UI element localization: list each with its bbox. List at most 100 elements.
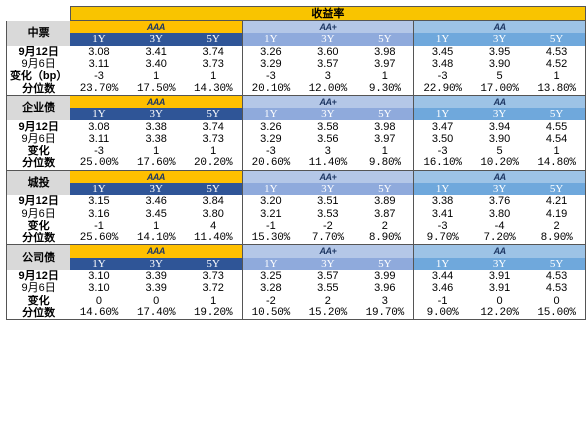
value-cell: 3.84 xyxy=(184,195,243,208)
tenor-header-1y: 1Y xyxy=(70,33,128,46)
tenor-header-5y: 5Y xyxy=(184,257,243,270)
value-cell: 3.91 xyxy=(470,282,529,295)
value-cell: 3.48 xyxy=(413,57,471,71)
value-cell: 3.38 xyxy=(127,132,185,145)
tenor-header-1y: 1Y xyxy=(241,33,300,46)
value-cell: 15.30% xyxy=(241,232,300,246)
tenor-header-1y: 1Y xyxy=(241,257,300,270)
value-cell: 0 xyxy=(528,294,586,307)
value-cell: 0 xyxy=(70,294,128,307)
grade-header-aa: AA xyxy=(413,244,586,258)
value-cell: 3.46 xyxy=(413,282,471,295)
value-cell: 3.38 xyxy=(127,120,185,133)
grade-header-aa-plus: AA+ xyxy=(241,170,414,183)
tenor-header-5y: 5Y xyxy=(528,108,586,121)
value-cell: 4.54 xyxy=(528,132,586,145)
value-cell: 13.80% xyxy=(528,82,586,96)
value-cell: 1 xyxy=(127,70,185,83)
grade-header-aaa: AAA xyxy=(70,170,243,183)
value-cell: 23.70% xyxy=(70,82,128,96)
value-cell: 3.08 xyxy=(70,45,128,58)
section-tenor-row: 1Y 3Y 5Y 1Y 3Y 5Y 1Y 3Y 5Y xyxy=(7,108,586,121)
grade-header-aa-plus: AA+ xyxy=(241,95,414,109)
value-cell: 5 xyxy=(470,70,529,83)
row-label: 变化 xyxy=(6,294,71,307)
value-cell: 25.00% xyxy=(70,157,128,171)
value-cell: 1 xyxy=(184,294,243,307)
value-cell: 8.90% xyxy=(528,232,586,246)
value-cell: 1 xyxy=(528,70,586,83)
value-cell: 20.60% xyxy=(241,157,300,171)
table-row: 9月12日 3.10 3.39 3.73 3.25 3.57 3.99 3.44 3.91 4.5… xyxy=(6,269,586,283)
value-cell: 3.50 xyxy=(413,132,471,145)
table-row: 9月6日 3.16 3.45 3.80 3.21 3.53 3.87 3.41 3.80 4.19 xyxy=(6,207,586,220)
value-cell: 3.28 xyxy=(241,282,300,295)
table-row: 9月12日 3.08 3.38 3.74 3.26 3.58 3.98 3.47 3.94 4.5… xyxy=(6,120,586,133)
value-cell: 3.40 xyxy=(127,57,185,71)
tenor-header-5y: 5Y xyxy=(528,33,586,46)
value-cell: -1 xyxy=(241,219,300,233)
value-cell: -3 xyxy=(70,144,128,158)
value-cell: 1 xyxy=(127,219,185,233)
table-row: 分位数 14.60% 17.40% 19.20% 10.50% 15.20% 19.70% 9… xyxy=(6,306,586,321)
value-cell: 17.50% xyxy=(127,82,185,96)
value-cell: 7.20% xyxy=(470,232,529,246)
grade-header-aaa: AAA xyxy=(70,20,243,34)
value-cell: 3.87 xyxy=(356,207,414,220)
value-cell: 1 xyxy=(528,144,586,158)
value-cell: 3.73 xyxy=(184,132,243,145)
tenor-header-5y: 5Y xyxy=(356,33,414,46)
table-row: 变化（bp） -3 1 1 -3 3 1 -3 5 1 xyxy=(6,70,586,83)
value-cell: 3.21 xyxy=(241,207,300,220)
value-cell: 22.90% xyxy=(413,82,471,96)
tenor-header-5y: 5Y xyxy=(356,108,414,121)
grade-header-aa: AA xyxy=(413,170,586,183)
table-row: 9月6日 3.11 3.40 3.73 3.29 3.57 3.97 3.48 3.90 4.52 xyxy=(6,57,586,71)
row-label: 9月12日 xyxy=(6,269,71,283)
value-cell: -3 xyxy=(241,144,300,158)
tenor-header-3y: 3Y xyxy=(470,182,529,196)
value-cell: 9.80% xyxy=(356,157,414,171)
row-label: 变化（bp） xyxy=(6,70,71,83)
grade-header-aa: AA xyxy=(413,20,586,34)
tenor-header-5y: 5Y xyxy=(528,182,586,196)
value-cell: 4.53 xyxy=(528,45,586,58)
value-cell: 14.60% xyxy=(70,306,128,321)
value-cell: 3.80 xyxy=(184,207,243,220)
section-grade-row: 公司债 AAA AA+ AA xyxy=(6,244,586,270)
value-cell: 3.89 xyxy=(356,195,414,208)
value-cell: 3.96 xyxy=(356,282,414,295)
value-cell: 11.40% xyxy=(299,157,357,171)
value-cell: 7.70% xyxy=(299,232,357,246)
row-label: 变化 xyxy=(6,144,71,158)
value-cell: 0 xyxy=(127,294,185,307)
table-row: 变化 0 0 1 -2 2 3 -1 0 0 xyxy=(6,294,586,307)
value-cell: 3.10 xyxy=(70,282,128,295)
value-cell: 3.47 xyxy=(413,120,471,133)
tenor-header-3y: 3Y xyxy=(299,108,357,121)
value-cell: 15.20% xyxy=(299,306,357,321)
grade-header-aaa: AAA xyxy=(70,244,243,258)
row-label: 9月6日 xyxy=(6,132,71,145)
value-cell: 0 xyxy=(470,294,529,307)
value-cell: 4.53 xyxy=(528,269,586,283)
table-row: 分位数 25.00% 17.60% 20.20% 20.60% 11.40% 9.80% 16… xyxy=(6,157,586,171)
value-cell: 4.19 xyxy=(528,207,586,220)
value-cell: 3.94 xyxy=(470,120,529,133)
row-label: 分位数 xyxy=(6,232,71,246)
value-cell: 11.40% xyxy=(184,232,243,246)
value-cell: 3.98 xyxy=(356,45,414,58)
section-grade-row: 企业债 AAA AA+ AA xyxy=(6,95,586,121)
row-label: 9月12日 xyxy=(6,120,71,133)
tenor-header-5y: 5Y xyxy=(356,182,414,196)
row-label: 9月6日 xyxy=(6,282,71,295)
tenor-header-3y: 3Y xyxy=(470,108,529,121)
value-cell: 3.11 xyxy=(70,132,128,145)
value-cell: 17.00% xyxy=(470,82,529,96)
section-name: 企业债 xyxy=(6,95,71,121)
value-cell: 20.10% xyxy=(241,82,300,96)
tenor-header-5y: 5Y xyxy=(184,108,243,121)
tenor-header-5y: 5Y xyxy=(528,257,586,270)
value-cell: 12.00% xyxy=(299,82,357,96)
